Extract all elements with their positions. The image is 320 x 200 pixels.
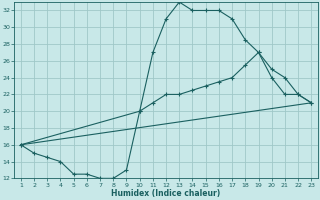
X-axis label: Humidex (Indice chaleur): Humidex (Indice chaleur) xyxy=(111,189,221,198)
